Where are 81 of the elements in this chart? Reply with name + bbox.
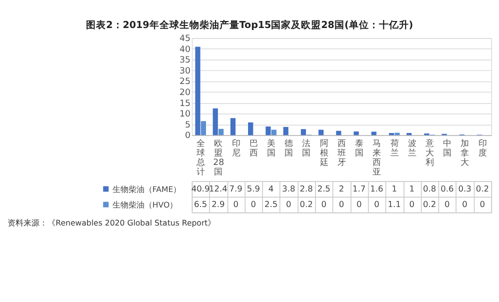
x-tick-label: 波兰: [408, 138, 417, 159]
bar: [336, 130, 342, 136]
bar: [271, 130, 276, 136]
bar: [354, 131, 359, 136]
y-tick-label: 45: [179, 34, 190, 44]
y-tick-label: 25: [179, 77, 190, 88]
data-label: 1: [392, 184, 397, 194]
x-tick-label: 美国: [266, 138, 276, 159]
data-label: 0.2: [422, 199, 436, 210]
bar: [371, 132, 376, 136]
y-tick-label: 15: [179, 98, 190, 109]
data-label: 0.2: [476, 184, 489, 194]
data-label: 1.7: [352, 184, 366, 194]
data-label: 5.9: [246, 184, 260, 194]
y-tick-label: 35: [179, 56, 190, 66]
x-tick-label: 加拿大: [460, 138, 470, 168]
data-label: 0.6: [440, 184, 454, 194]
data-label: 0: [356, 199, 362, 210]
data-label: 7.9: [229, 184, 242, 194]
data-label: 0: [250, 199, 256, 210]
data-label: 1.6: [370, 184, 384, 194]
data-label: 4: [268, 184, 274, 194]
data-label: 2: [338, 184, 344, 194]
bar: [218, 128, 224, 136]
x-tick-label: 泰国: [355, 138, 364, 159]
bar: [212, 108, 218, 136]
bar: [266, 126, 271, 136]
x-tick-label: 荷兰: [390, 138, 400, 159]
data-label: 2.8: [300, 184, 313, 194]
x-tick-label: 阿根廷: [318, 138, 329, 168]
data-label: 3.8: [282, 184, 296, 194]
x-tick-label: 全球总计: [196, 138, 206, 178]
data-label: 0: [233, 199, 238, 210]
y-tick-label: 5: [184, 120, 190, 130]
data-label: 40.9: [191, 184, 210, 194]
bar: [300, 129, 306, 136]
bar: [283, 126, 288, 136]
legend-label: 生物柴油（HVO）: [112, 200, 178, 210]
data-label: 0.2: [300, 199, 313, 210]
chart-title: 图表2：2019年全球生物柴油产量Top15国家及欧盟28国(单位：十亿升): [86, 18, 414, 31]
x-tick-label: 中国: [443, 138, 452, 159]
data-label: 6.5: [194, 199, 208, 210]
x-tick-label: 德国: [284, 138, 294, 159]
data-label: 1.1: [388, 199, 401, 210]
data-label: 0: [374, 199, 380, 210]
bar: [248, 122, 254, 136]
legend-label: 生物柴油（FAME）: [112, 184, 182, 194]
data-label: 2.5: [317, 184, 330, 194]
y-tick-label: 30: [179, 66, 190, 76]
data-label: 2.5: [264, 199, 278, 210]
bar: [388, 132, 394, 136]
data-label: 0: [462, 199, 468, 210]
x-tick-label: 西班牙: [337, 138, 346, 168]
data-label: 12.4: [209, 184, 228, 194]
bar: [318, 130, 324, 136]
bar: [195, 46, 200, 136]
text: 资料来源：《Renewables 2020 Global Status Report》: [8, 218, 216, 228]
y-tick-label: 40: [179, 44, 190, 55]
y-tick-label: 10: [179, 110, 190, 120]
data-label: 0: [409, 199, 415, 210]
x-tick-label: 欧盟28国: [213, 138, 224, 178]
x-tick-label: 马来西亚: [372, 138, 382, 178]
data-label: 1: [409, 184, 415, 194]
bar: [200, 121, 206, 136]
data-label: 0: [338, 199, 344, 210]
x-tick-label: 意大利: [424, 138, 434, 168]
data-label: 0: [321, 199, 327, 210]
data-label: 0: [286, 199, 292, 210]
x-tick-label: 法国: [302, 138, 312, 159]
x-tick-label: 巴西: [249, 138, 258, 159]
data-label: 0: [480, 199, 486, 210]
x-tick-label: 印度: [478, 138, 488, 159]
x-tick-label: 印尼: [232, 138, 241, 159]
y-tick-label: 20: [179, 88, 190, 98]
data-label: 0.3: [458, 184, 472, 194]
bar: [406, 132, 412, 136]
data-label: 0.8: [422, 184, 436, 194]
data-label: 2.9: [212, 199, 225, 210]
data-label: 0: [444, 199, 450, 210]
bar: [230, 118, 236, 136]
y-tick-label: 0: [184, 131, 190, 142]
